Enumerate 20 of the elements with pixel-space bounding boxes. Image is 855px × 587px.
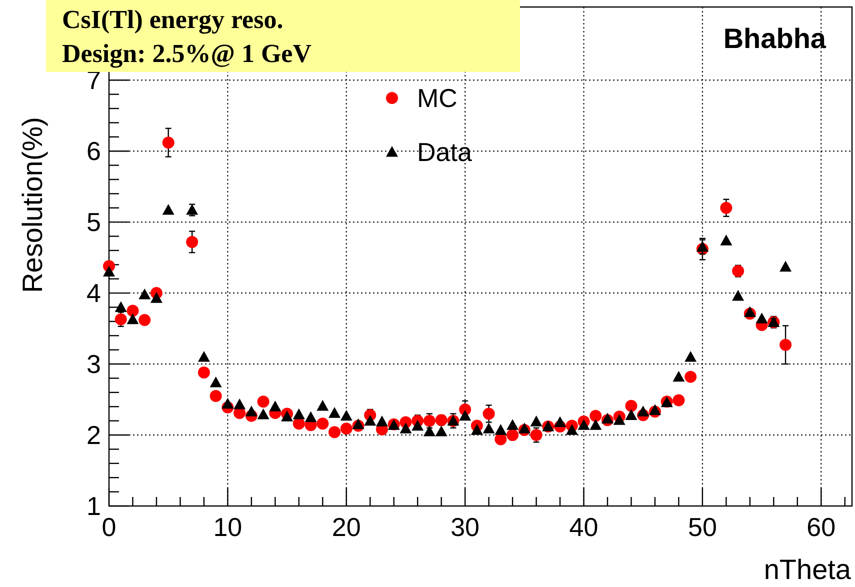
y-tick-label: 3 xyxy=(86,349,101,380)
x-tick-label: 20 xyxy=(332,512,361,542)
legend-label: MC xyxy=(417,83,458,114)
y-tick-label: 4 xyxy=(86,278,101,308)
y-axis-title: Resolution(%) xyxy=(17,117,48,293)
y-tick-label: 6 xyxy=(86,136,101,166)
x-tick-label: 0 xyxy=(102,512,116,542)
annotation: Bhabha xyxy=(723,23,826,54)
y-tick-label: 1 xyxy=(86,491,101,522)
x-tick-label: 60 xyxy=(806,512,836,542)
legend-label: Data xyxy=(417,137,472,168)
annotation: CsI(Tl) energy reso. xyxy=(62,5,284,34)
y-tick-label: 2 xyxy=(86,420,101,450)
x-tick-label: 40 xyxy=(569,512,598,542)
y-tick-label: 5 xyxy=(86,207,101,238)
x-tick-label: 30 xyxy=(450,512,480,542)
x-tick-label: 50 xyxy=(688,512,717,542)
x-axis-title: nTheta xyxy=(764,554,852,585)
annotation: Design: 2.5%@ 1 GeV xyxy=(62,39,312,68)
x-tick-label: 10 xyxy=(213,512,242,542)
